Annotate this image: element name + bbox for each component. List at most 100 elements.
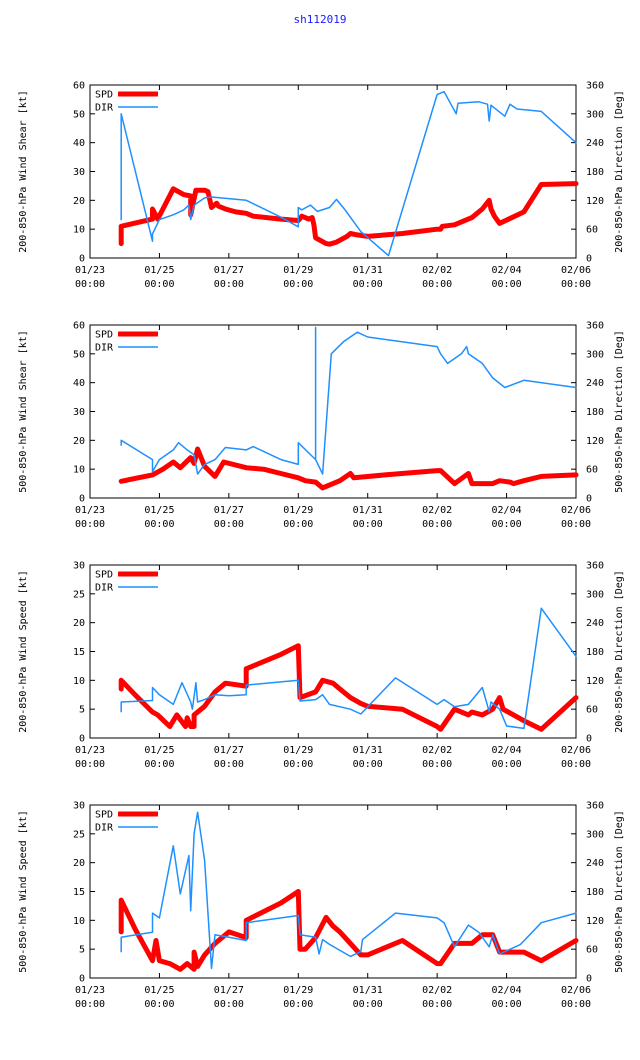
x-tick-date: 01/23 <box>75 265 105 276</box>
legend-label-spd: SPD <box>95 330 113 341</box>
x-tick-time: 00:00 <box>283 759 313 770</box>
y-tick-label: 40 <box>73 378 85 389</box>
y2-axis-label: 200-850-hPa Direction [Deg] <box>614 570 625 733</box>
y2-tick-label: 0 <box>586 734 592 745</box>
x-tick-time: 00:00 <box>353 999 383 1010</box>
y2-axis-label: 500-850-hPa Direction [Deg] <box>614 330 625 493</box>
x-tick-date: 01/25 <box>144 265 174 276</box>
y-tick-label: 5 <box>79 945 85 956</box>
y-tick-label: 20 <box>73 196 85 207</box>
y-tick-label: 60 <box>73 321 85 332</box>
x-tick-date: 02/06 <box>561 985 591 996</box>
y-tick-label: 25 <box>73 829 85 840</box>
y2-tick-label: 180 <box>586 887 604 898</box>
y2-tick-label: 300 <box>586 829 604 840</box>
x-tick-time: 00:00 <box>561 279 591 290</box>
y-tick-label: 0 <box>79 734 85 745</box>
y2-tick-label: 180 <box>586 407 604 418</box>
y-tick-label: 0 <box>79 974 85 985</box>
x-tick-time: 00:00 <box>422 279 452 290</box>
y-tick-label: 0 <box>79 254 85 265</box>
y2-tick-label: 240 <box>586 618 604 629</box>
spd-series-line <box>118 889 579 972</box>
y-tick-label: 10 <box>73 465 85 476</box>
x-tick-time: 00:00 <box>561 519 591 530</box>
x-tick-time: 00:00 <box>283 999 313 1010</box>
x-tick-date: 01/25 <box>144 505 174 516</box>
y-axis-label: 500-850-hPa Wind Shear [kt] <box>18 330 29 493</box>
x-tick-date: 01/31 <box>353 745 383 756</box>
x-tick-date: 01/27 <box>214 505 244 516</box>
chart-200-850-wind-shear: 0 10 20 30 40 50 60 0 60 120 180 240 300 360 01/23 00:0… <box>18 81 625 291</box>
x-tick-date: 01/27 <box>214 265 244 276</box>
y2-tick-label: 360 <box>586 801 604 812</box>
x-tick-date: 01/31 <box>353 985 383 996</box>
y-tick-label: 30 <box>73 167 85 178</box>
legend-label-dir: DIR <box>95 343 114 354</box>
y-axis-label: 500-850-hPa Wind Speed [kt] <box>18 810 29 973</box>
spd-series-line <box>118 181 579 247</box>
y-tick-label: 40 <box>73 138 85 149</box>
x-tick-time: 00:00 <box>214 999 244 1010</box>
y-tick-label: 25 <box>73 589 85 600</box>
x-tick-date: 01/25 <box>144 985 174 996</box>
chart-500-850-wind-shear: 0 10 20 30 40 50 60 0 60 120 180 240 300 360 01/23 00:0… <box>18 321 625 531</box>
x-tick-time: 00:00 <box>353 519 383 530</box>
y2-tick-label: 180 <box>586 647 604 658</box>
legend-label-dir: DIR <box>95 583 114 594</box>
x-tick-time: 00:00 <box>422 999 452 1010</box>
x-tick-time: 00:00 <box>214 519 244 530</box>
y2-tick-label: 0 <box>586 974 592 985</box>
y2-tick-label: 60 <box>586 705 598 716</box>
x-tick-date: 02/04 <box>492 505 522 516</box>
y2-tick-label: 120 <box>586 196 604 207</box>
x-tick-date: 01/29 <box>283 985 313 996</box>
y2-tick-label: 0 <box>586 254 592 265</box>
y-tick-label: 15 <box>73 647 85 658</box>
x-tick-date: 01/27 <box>214 745 244 756</box>
y-tick-label: 10 <box>73 916 85 927</box>
y2-axis-label: 500-850-hPa Direction [Deg] <box>614 810 625 973</box>
y-tick-label: 20 <box>73 436 85 447</box>
x-tick-date: 01/27 <box>214 985 244 996</box>
x-tick-date: 02/04 <box>492 265 522 276</box>
plot-frame <box>89 84 577 259</box>
legend-label-dir: DIR <box>95 823 114 834</box>
x-tick-date: 02/02 <box>422 985 452 996</box>
x-tick-date: 02/06 <box>561 745 591 756</box>
dir-series-line <box>120 326 577 475</box>
y-tick-label: 20 <box>73 858 85 869</box>
y-axis-label: 200-850-hPa Wind Shear [kt] <box>18 90 29 253</box>
dir-series-line <box>120 90 577 257</box>
legend-label-spd: SPD <box>95 570 113 581</box>
x-tick-time: 00:00 <box>75 759 105 770</box>
y-tick-label: 0 <box>79 494 85 505</box>
y2-tick-label: 300 <box>586 349 604 360</box>
x-tick-time: 00:00 <box>144 279 174 290</box>
x-tick-time: 00:00 <box>283 519 313 530</box>
x-tick-time: 00:00 <box>492 279 522 290</box>
y-tick-label: 50 <box>73 109 85 120</box>
x-tick-time: 00:00 <box>492 999 522 1010</box>
x-tick-time: 00:00 <box>214 759 244 770</box>
legend-label-spd: SPD <box>95 810 113 821</box>
x-tick-time: 00:00 <box>144 759 174 770</box>
chart-500-850-wind-speed: 05101520253006012018024030036001/2300:00… <box>18 801 625 1011</box>
dir-series-line <box>120 811 577 970</box>
x-tick-date: 01/23 <box>75 745 105 756</box>
x-tick-time: 00:00 <box>75 999 105 1010</box>
y2-tick-label: 360 <box>586 81 604 92</box>
legend-label-spd: SPD <box>95 90 113 101</box>
x-tick-time: 00:00 <box>561 999 591 1010</box>
x-tick-date: 02/02 <box>422 265 452 276</box>
y-tick-label: 30 <box>73 561 85 572</box>
y2-tick-label: 60 <box>586 225 598 236</box>
y2-tick-label: 120 <box>586 916 604 927</box>
y2-tick-label: 60 <box>586 465 598 476</box>
x-tick-time: 00:00 <box>422 759 452 770</box>
y-tick-label: 30 <box>73 801 85 812</box>
x-tick-date: 02/06 <box>561 505 591 516</box>
x-tick-time: 00:00 <box>561 759 591 770</box>
y-tick-label: 10 <box>73 225 85 236</box>
y2-tick-label: 120 <box>586 676 604 687</box>
